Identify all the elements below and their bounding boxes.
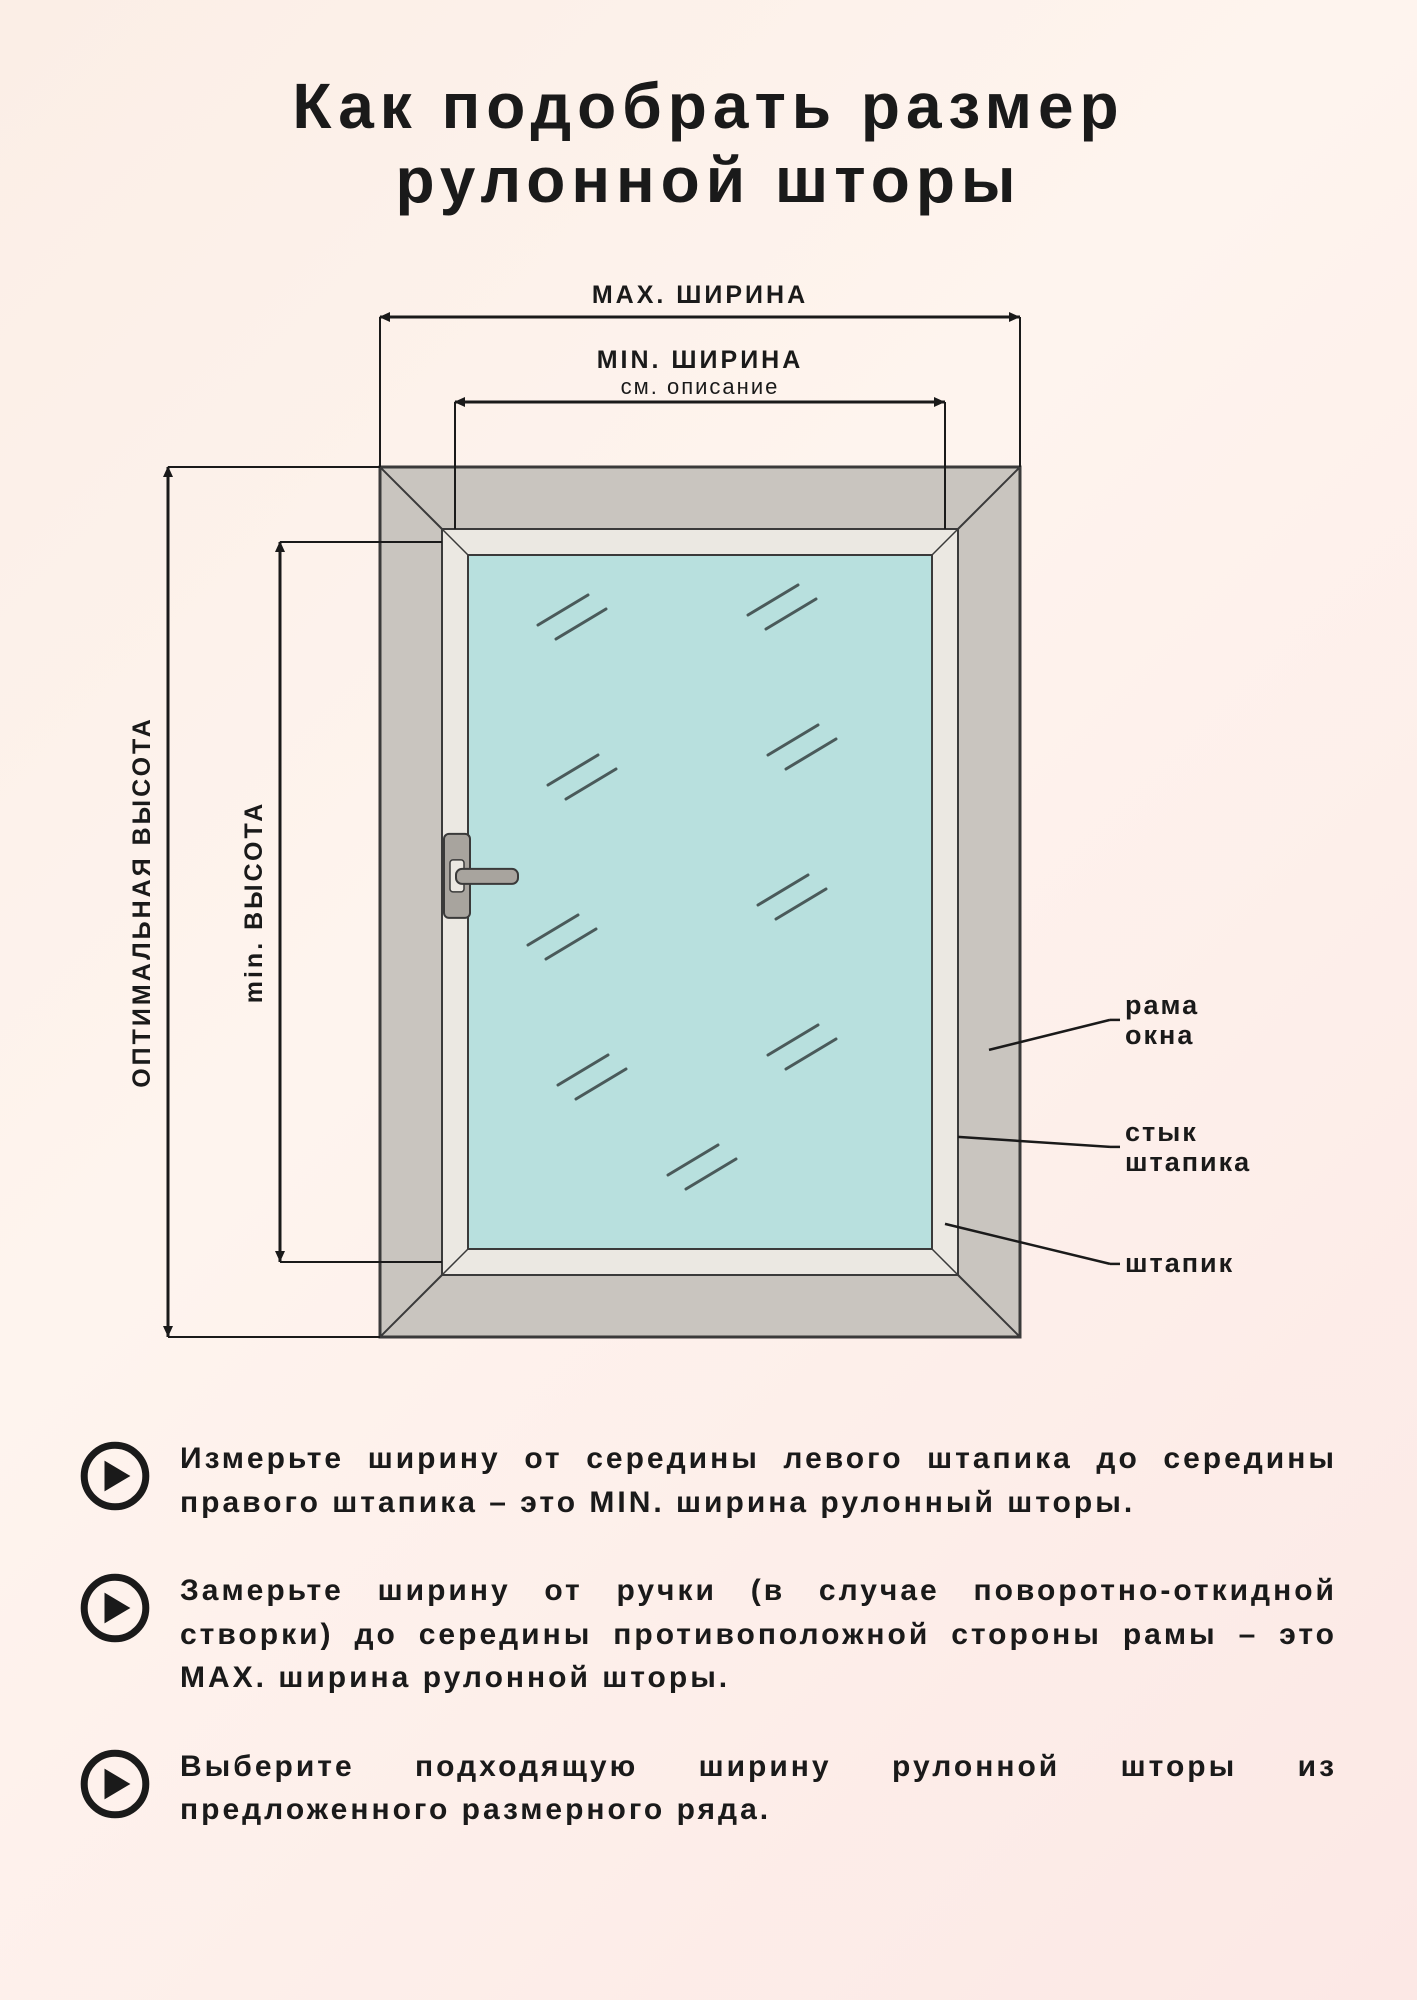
arrow-circle-icon — [80, 1441, 150, 1511]
instruction-row: Замерьте ширину от ручки (в случае повор… — [80, 1569, 1337, 1700]
page-title: Как подобрать размер рулонной шторы — [80, 70, 1337, 217]
title-line-1: Как подобрать размер — [292, 70, 1124, 142]
svg-text:ОПТИМАЛЬНАЯ ВЫСОТА: ОПТИМАЛЬНАЯ ВЫСОТА — [128, 716, 156, 1088]
arrow-circle-icon — [80, 1749, 150, 1819]
svg-text:штапика: штапика — [1125, 1147, 1251, 1177]
label-joint: стык — [1125, 1117, 1198, 1147]
title-line-2: рулонной шторы — [395, 144, 1021, 216]
svg-text:окна: окна — [1125, 1020, 1194, 1050]
svg-text:МАХ. ШИРИНА: МАХ. ШИРИНА — [592, 281, 808, 309]
svg-text:МIN. ШИРИНА: МIN. ШИРИНА — [597, 346, 804, 374]
instruction-text: Замерьте ширину от ручки (в случае повор… — [180, 1569, 1337, 1700]
instruction-text: Измерьте ширину от середины левого штапи… — [180, 1437, 1337, 1524]
instruction-row: Измерьте ширину от середины левого штапи… — [80, 1437, 1337, 1524]
instruction-text: Выберите подходящую ширину рулонной штор… — [180, 1745, 1337, 1832]
instruction-row: Выберите подходящую ширину рулонной штор… — [80, 1745, 1337, 1832]
svg-text:min. ВЫСОТА: min. ВЫСОТА — [240, 801, 268, 1004]
label-frame: рама — [1125, 990, 1199, 1020]
instructions-list: Измерьте ширину от середины левого штапи… — [80, 1437, 1337, 1832]
arrow-circle-icon — [80, 1573, 150, 1643]
svg-text:см. описание: см. описание — [621, 374, 780, 399]
window-handle-lever — [456, 869, 518, 884]
label-bead: штапик — [1125, 1248, 1234, 1278]
window-diagram: МАХ. ШИРИНА МIN. ШИРИНАсм. описание ОПТИМА… — [80, 267, 1337, 1397]
window-glass — [468, 555, 932, 1249]
